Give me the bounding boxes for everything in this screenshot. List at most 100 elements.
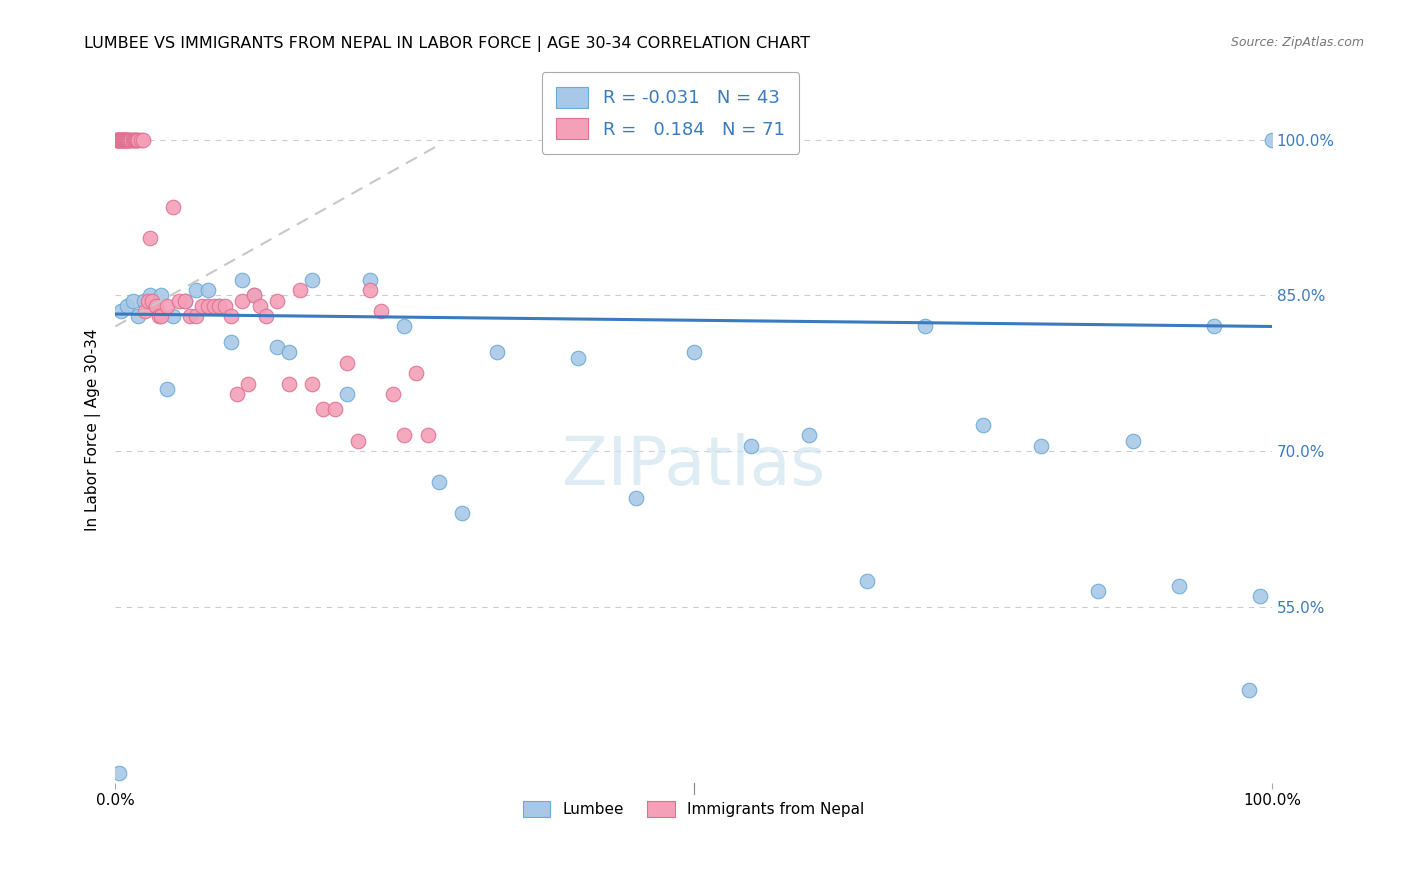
Point <box>485 345 508 359</box>
Point <box>122 133 145 147</box>
Point <box>105 133 128 147</box>
Point <box>167 293 190 308</box>
Point <box>132 293 155 308</box>
Point <box>108 133 131 147</box>
Point <box>214 299 236 313</box>
Point <box>972 418 994 433</box>
Point <box>108 133 131 147</box>
Point <box>156 382 179 396</box>
Point <box>416 428 439 442</box>
Point <box>249 299 271 313</box>
Point <box>191 299 214 313</box>
Point <box>118 133 141 147</box>
Point <box>179 309 201 323</box>
Point <box>225 387 247 401</box>
Point <box>219 334 242 349</box>
Point <box>238 376 260 391</box>
Point <box>110 133 132 147</box>
Point <box>914 319 936 334</box>
Point <box>394 428 416 442</box>
Point <box>381 387 404 401</box>
Point <box>145 299 167 313</box>
Point <box>127 309 149 323</box>
Point <box>231 273 253 287</box>
Point <box>139 231 162 245</box>
Point <box>208 299 231 313</box>
Point <box>312 402 335 417</box>
Point <box>856 574 879 588</box>
Point <box>197 299 219 313</box>
Point <box>150 309 173 323</box>
Point <box>173 293 195 308</box>
Point <box>112 133 135 147</box>
Point <box>567 351 589 365</box>
Point <box>1168 579 1191 593</box>
Point <box>136 293 159 308</box>
Point <box>347 434 370 448</box>
Point <box>124 133 146 147</box>
Point <box>115 299 138 313</box>
Point <box>301 376 323 391</box>
Point <box>150 288 173 302</box>
Point <box>243 288 266 302</box>
Point <box>145 299 167 313</box>
Point <box>127 133 149 147</box>
Point <box>335 356 357 370</box>
Point <box>208 299 231 313</box>
Point <box>107 133 129 147</box>
Legend: Lumbee, Immigrants from Nepal: Lumbee, Immigrants from Nepal <box>516 794 872 825</box>
Point <box>141 293 163 308</box>
Point <box>277 376 299 391</box>
Point <box>186 283 208 297</box>
Point <box>1249 589 1271 603</box>
Point <box>1087 584 1109 599</box>
Point <box>114 133 136 147</box>
Point <box>148 309 170 323</box>
Point <box>110 133 132 147</box>
Point <box>162 309 184 323</box>
Point <box>197 283 219 297</box>
Point <box>301 273 323 287</box>
Text: Source: ZipAtlas.com: Source: ZipAtlas.com <box>1230 36 1364 49</box>
Point <box>125 133 148 147</box>
Point <box>156 299 179 313</box>
Point <box>231 293 253 308</box>
Point <box>186 309 208 323</box>
Point <box>1202 319 1225 334</box>
Point <box>682 345 704 359</box>
Point <box>1122 434 1144 448</box>
Point <box>359 273 381 287</box>
Point <box>162 200 184 214</box>
Point <box>799 428 821 442</box>
Point <box>132 133 155 147</box>
Point <box>107 765 129 780</box>
Point <box>624 491 647 505</box>
Point <box>127 133 149 147</box>
Point <box>290 283 312 297</box>
Point <box>121 133 143 147</box>
Point <box>740 439 762 453</box>
Point <box>173 293 195 308</box>
Point <box>114 133 136 147</box>
Point <box>1029 439 1052 453</box>
Point <box>394 319 416 334</box>
Point <box>243 288 266 302</box>
Point <box>277 345 299 359</box>
Point <box>115 133 138 147</box>
Point <box>117 133 139 147</box>
Point <box>120 133 142 147</box>
Point <box>120 133 142 147</box>
Point <box>117 133 139 147</box>
Text: ZIPatlas: ZIPatlas <box>562 433 825 499</box>
Point <box>111 133 134 147</box>
Point <box>139 288 162 302</box>
Point <box>427 475 450 489</box>
Point <box>110 304 132 318</box>
Point <box>202 299 225 313</box>
Point <box>134 304 156 318</box>
Point <box>114 133 136 147</box>
Point <box>370 304 392 318</box>
Point <box>254 309 277 323</box>
Point <box>111 133 134 147</box>
Point <box>451 506 474 520</box>
